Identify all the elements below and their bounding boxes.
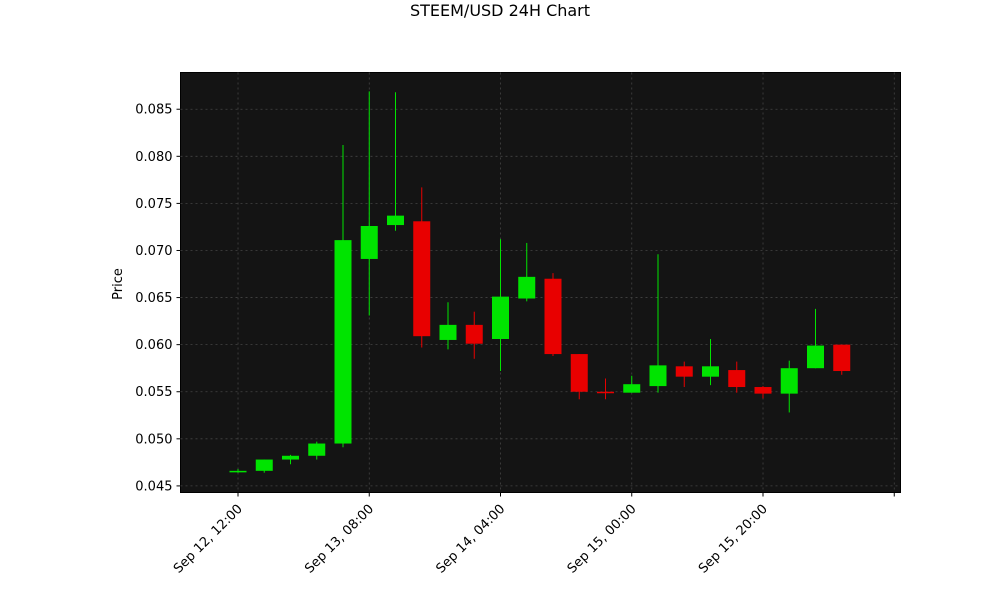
candle-down — [833, 344, 851, 375]
candle-body — [387, 215, 404, 226]
y-tick-label: 0.055 — [135, 385, 172, 400]
candle-up — [649, 254, 667, 393]
y-tick-label: 0.085 — [135, 103, 172, 118]
candle-body — [833, 344, 851, 372]
candle-down — [597, 378, 614, 400]
y-tick-label: 0.080 — [135, 150, 172, 165]
candle-body — [229, 470, 247, 473]
candle-up — [387, 92, 404, 231]
candle-down — [544, 273, 562, 356]
candle-body — [675, 366, 693, 377]
candle-down — [413, 187, 431, 348]
candle-body — [623, 384, 641, 393]
candle-body — [728, 370, 746, 388]
y-tick-label: 0.045 — [135, 479, 172, 494]
candle-up — [518, 242, 536, 302]
candle-down — [465, 311, 483, 359]
x-tick-label: Sep 14, 04:00 — [433, 502, 508, 577]
x-axis: Sep 12, 12:00 Sep 13, 08:00 Sep 14, 04:00 S… — [171, 492, 895, 577]
candle-down — [675, 361, 693, 388]
plot-area — [180, 72, 901, 493]
candle-body — [807, 345, 824, 369]
candle-up — [334, 145, 352, 448]
candle-body — [754, 387, 772, 394]
candle-up — [623, 375, 641, 393]
y-axis: 0.045 0.050 0.055 0.060 0.065 0.070 0.075 0.080… — [135, 103, 181, 494]
candle-down — [754, 386, 772, 399]
candle-down — [570, 354, 588, 400]
x-tick-label: Sep 15, 20:00 — [696, 502, 771, 577]
chart-title: STEEM/USD 24H Chart — [409, 1, 591, 20]
candle-up — [807, 308, 824, 369]
candle-body — [334, 240, 352, 444]
candle-up — [702, 339, 719, 386]
y-tick-label: 0.050 — [135, 432, 172, 447]
candle-body — [597, 391, 614, 394]
candle-body — [544, 278, 562, 355]
candle-up — [360, 91, 378, 316]
candle-body — [360, 225, 378, 259]
candle-body — [308, 443, 326, 456]
candle-body — [282, 455, 299, 460]
candle-up — [229, 468, 247, 473]
candle-body — [702, 366, 719, 377]
x-tick-label: Sep 12, 12:00 — [171, 502, 246, 577]
x-tick-label: Sep 15, 00:00 — [565, 502, 640, 577]
grid — [180, 72, 901, 493]
candle-body — [439, 324, 457, 340]
y-tick-label: 0.065 — [135, 291, 172, 306]
candle-up — [255, 459, 273, 473]
candle-up — [282, 454, 299, 465]
candle-up — [780, 360, 798, 413]
y-axis-label: Price — [111, 268, 126, 300]
candle-body — [255, 459, 273, 471]
candle-body — [518, 276, 536, 299]
candle-body — [780, 368, 798, 394]
candle-body — [465, 324, 483, 344]
x-tick-label: Sep 13, 08:00 — [302, 502, 377, 577]
candle-body — [492, 296, 509, 340]
candles — [229, 91, 851, 473]
candle-body — [570, 354, 588, 392]
candle-up — [492, 239, 509, 372]
candle-up — [308, 441, 326, 460]
candle-up — [439, 302, 457, 350]
y-tick-label: 0.075 — [135, 197, 172, 212]
y-tick-label: 0.070 — [135, 244, 172, 259]
candle-body — [649, 365, 667, 387]
y-tick-label: 0.060 — [135, 338, 172, 353]
candle-down — [728, 361, 746, 393]
candle-body — [413, 221, 431, 337]
